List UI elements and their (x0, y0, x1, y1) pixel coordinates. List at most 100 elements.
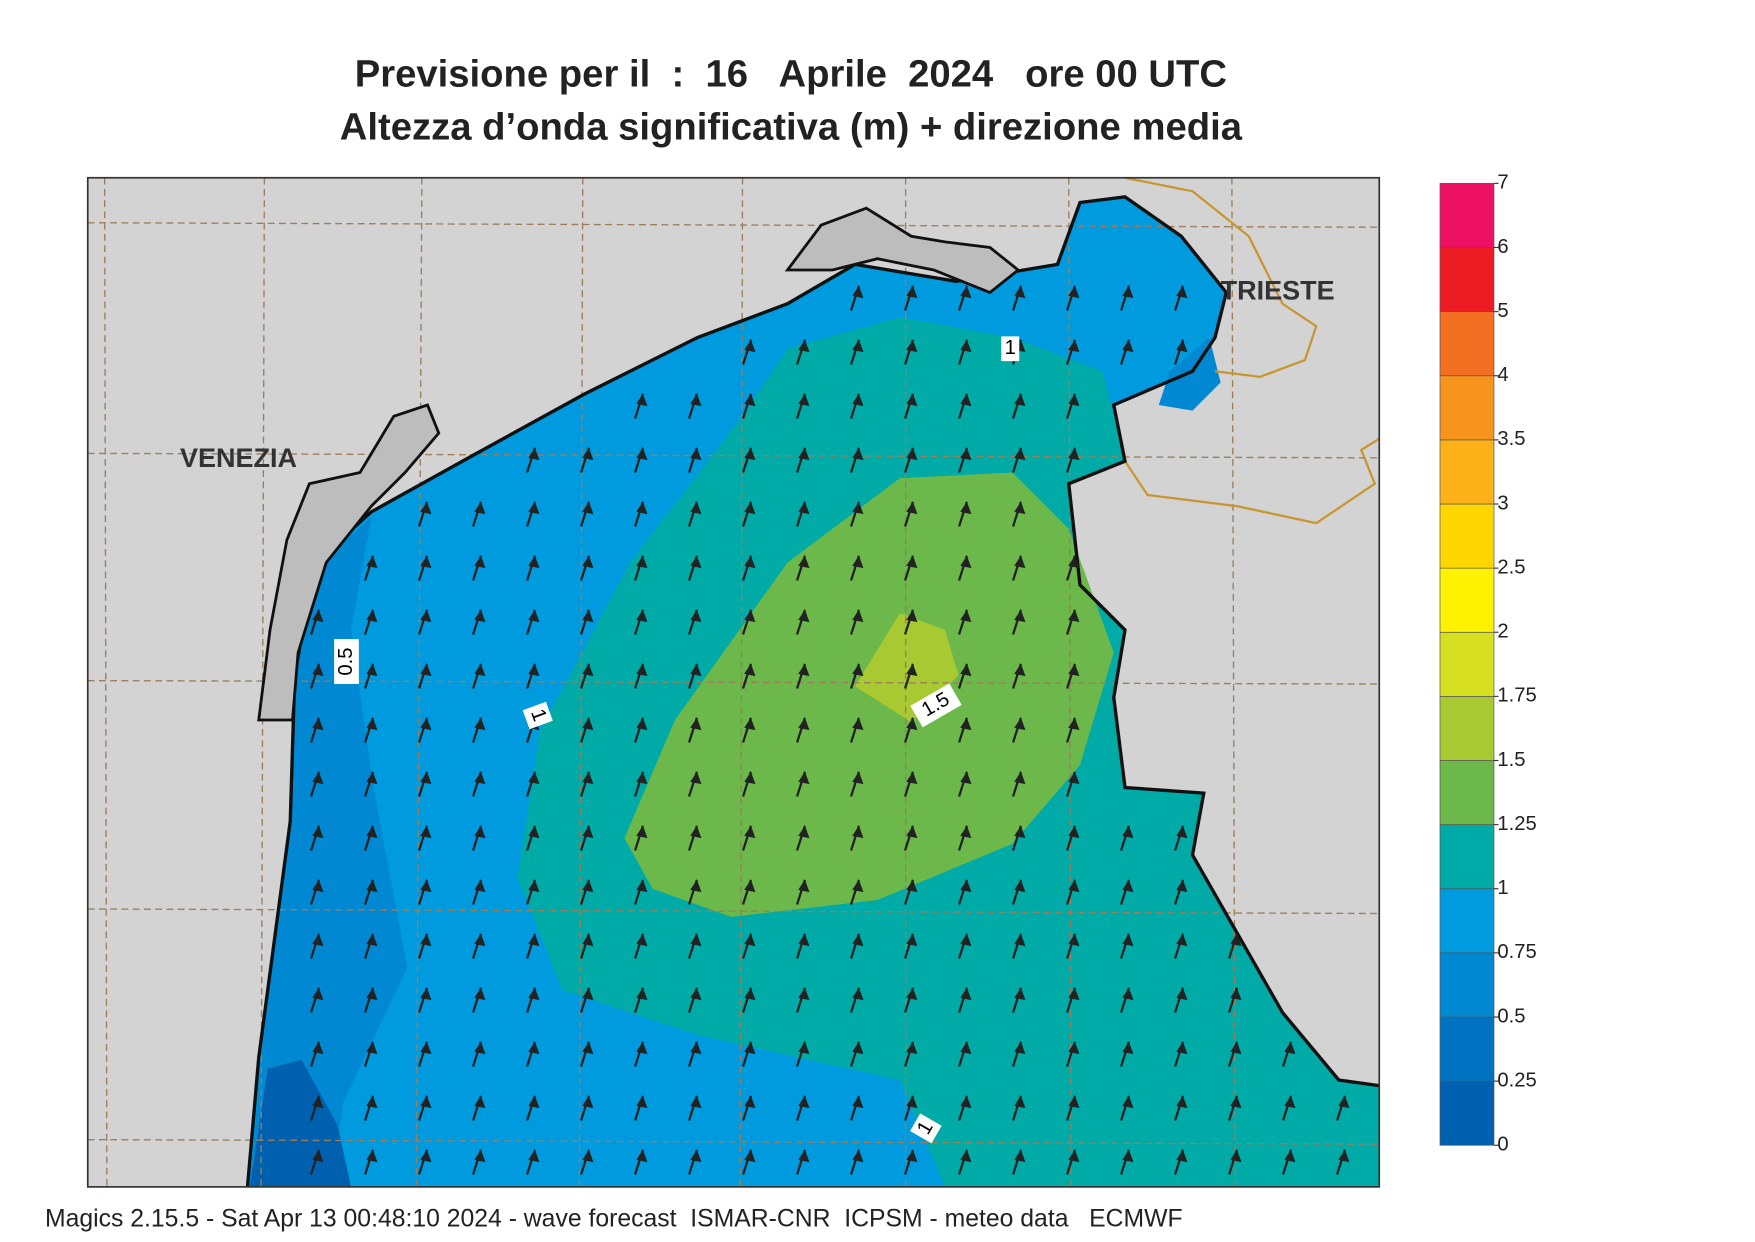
legend-label: 1.75 (1497, 685, 1536, 707)
legend-swatch (1439, 696, 1495, 761)
wave-arrow-head (582, 447, 594, 461)
wave-arrow-head (960, 285, 972, 299)
wave-arrow-head (582, 771, 594, 785)
contour-label: 1 (1005, 337, 1016, 359)
wave-arrow-head (582, 1149, 594, 1163)
wave-arrow-head (474, 609, 486, 623)
legend-swatch (1439, 311, 1495, 377)
wave-arrow-head (1068, 555, 1080, 569)
wave-arrow-head (690, 663, 702, 677)
wave-arrow-head (1014, 501, 1026, 515)
wave-arrow-head (582, 663, 594, 677)
wave-arrow-head (960, 987, 972, 1001)
legend-swatch (1439, 888, 1495, 954)
legend-label: 5 (1497, 300, 1508, 322)
graticule (87, 177, 1380, 1187)
legend-label: 7 (1497, 172, 1508, 194)
wave-arrow-head (474, 663, 486, 677)
wave-arrow-head (1068, 447, 1080, 461)
wave-arrow-head (1014, 987, 1026, 1001)
wave-arrow-head (744, 663, 756, 677)
title: Previsione per il : 16 Aprile 2024 ore 0… (355, 53, 1227, 96)
wave-arrow-head (690, 555, 702, 569)
wave-arrow-head (798, 339, 810, 353)
wave-arrow-head (420, 771, 432, 785)
wave-arrow-head (798, 879, 810, 893)
wave-arrow-head (1014, 663, 1026, 677)
wave-arrow-head (852, 879, 864, 893)
legend-label: 2.5 (1497, 556, 1525, 578)
wave-arrow-head (1068, 1095, 1080, 1109)
wave-arrow-head (690, 1041, 702, 1055)
wave-arrow-head (636, 771, 648, 785)
wave-arrow-head (420, 717, 432, 731)
wave-arrow-head (744, 339, 756, 353)
wave-arrow-head (366, 825, 378, 839)
wave-arrow-head (1230, 1041, 1242, 1055)
legend-swatch (1439, 1016, 1495, 1082)
wave-arrow-head (798, 987, 810, 1001)
wave-arrow-head (582, 933, 594, 947)
wave-arrow-head (1014, 1041, 1026, 1055)
legend-label: 4 (1497, 364, 1508, 386)
wave-arrow-head (420, 825, 432, 839)
legend-label: 6 (1497, 236, 1508, 258)
wave-arrow-head (1068, 339, 1080, 353)
wave-arrow-head (960, 663, 972, 677)
wave-arrow-head (906, 555, 918, 569)
wave-arrow-head (366, 933, 378, 947)
wave-arrow-head (366, 879, 378, 893)
wave-arrow-head (906, 447, 918, 461)
wave-arrow-head (474, 1041, 486, 1055)
wave-arrow-head (906, 1095, 918, 1109)
wave-arrow-head (852, 663, 864, 677)
wave-arrow-head (798, 663, 810, 677)
wave-arrow-head (1068, 1041, 1080, 1055)
wave-arrow-head (852, 717, 864, 731)
wave-arrow-head (744, 771, 756, 785)
wave-arrow-head (474, 987, 486, 1001)
legend-swatch (1439, 247, 1495, 312)
subtitle: Altezza d’onda significativa (m) + direz… (340, 106, 1243, 149)
wave-arrow-head (906, 285, 918, 299)
wave-arrow-head (798, 1149, 810, 1163)
wave-arrow-head (528, 501, 540, 515)
wave-arrow-head (636, 717, 648, 731)
wave-arrow-head (1068, 609, 1080, 623)
wave-arrow-head (420, 501, 432, 515)
wave-arrow-head (852, 1095, 864, 1109)
wave-arrow-head (798, 933, 810, 947)
wave-arrow-head (1068, 771, 1080, 785)
wave-arrow-head (636, 609, 648, 623)
wave-arrow-head (852, 555, 864, 569)
wave-arrow-head (582, 1041, 594, 1055)
wave-arrow-head (636, 987, 648, 1001)
map (87, 177, 1380, 1187)
wave-arrows (309, 285, 1350, 1175)
wave-arrow-head (690, 825, 702, 839)
wave-arrow-head (1068, 825, 1080, 839)
wave-arrow-head (1014, 393, 1026, 407)
wave-arrow-head (744, 1041, 756, 1055)
border (1124, 177, 1318, 379)
wave-arrow-head (420, 1095, 432, 1109)
wave-arrow-head (906, 339, 918, 353)
wave-arrow-head (312, 717, 324, 731)
wave-arrow-head (852, 339, 864, 353)
wave-arrow-head (636, 447, 648, 461)
wave-arrow-head (1068, 933, 1080, 947)
wave-arrow-head (960, 393, 972, 407)
wave-arrow-head (690, 879, 702, 893)
wave-arrow-head (366, 987, 378, 1001)
wave-arrow-head (582, 609, 594, 623)
wave-arrow-head (1014, 717, 1026, 731)
wave-arrow-head (852, 771, 864, 785)
wave-arrow-head (528, 555, 540, 569)
legend-label: 0.5 (1497, 1005, 1525, 1027)
wave-arrow-head (798, 393, 810, 407)
legend-swatch (1439, 631, 1495, 697)
wave-arrow-head (1230, 1149, 1242, 1163)
wave-arrow-head (474, 933, 486, 947)
wave-arrow-head (798, 555, 810, 569)
